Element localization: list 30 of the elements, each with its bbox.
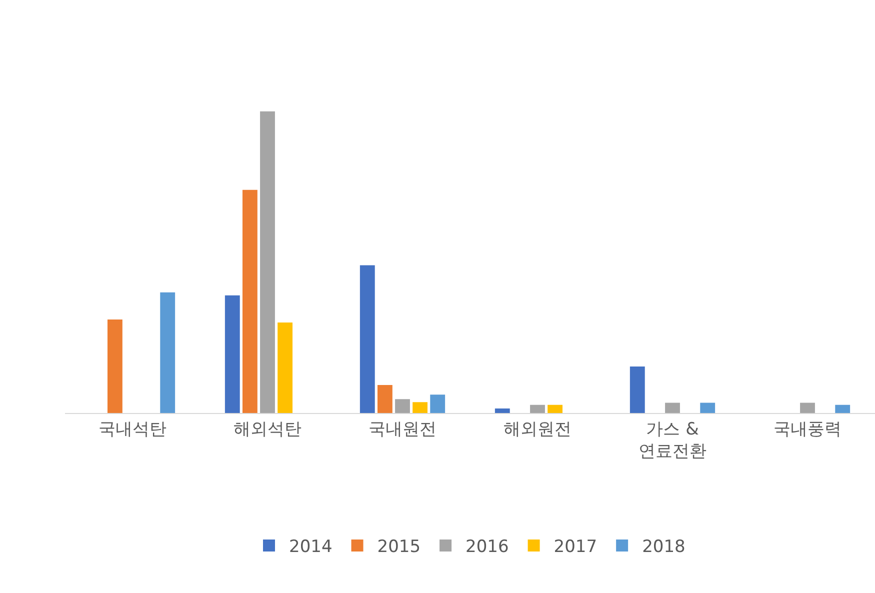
- bar: [107, 320, 122, 413]
- bar: [494, 408, 510, 413]
- bar: [224, 295, 240, 413]
- bar: [800, 402, 815, 413]
- bar: [242, 190, 258, 413]
- bar: [260, 111, 275, 413]
- bar: [430, 394, 446, 413]
- bar: [700, 402, 716, 413]
- bar: [835, 404, 850, 413]
- bar: [548, 404, 563, 413]
- bar: [278, 322, 293, 413]
- legend-label: 2018: [642, 537, 686, 558]
- bar: [530, 404, 545, 413]
- bar: [360, 265, 375, 413]
- legend-label: 2014: [289, 537, 332, 558]
- legend-label: 2016: [466, 537, 509, 558]
- x-tick-label: 해외원전: [504, 419, 572, 440]
- x-tick-label: 국내석탄: [98, 419, 166, 440]
- bar: [395, 399, 410, 413]
- x-tick-label: 국내원전: [368, 419, 436, 440]
- bar: [160, 292, 176, 413]
- bar: [630, 366, 645, 413]
- bar: [412, 402, 428, 413]
- x-tick-label: 국내풍력: [774, 419, 842, 440]
- legend-label: 2015: [377, 537, 421, 558]
- legend-label: 2017: [554, 537, 598, 558]
- bar: [665, 402, 680, 413]
- bar: [377, 384, 392, 413]
- x-tick-label: 가스 & 연료전환: [638, 419, 706, 462]
- x-tick-label: 해외석탄: [234, 419, 302, 440]
